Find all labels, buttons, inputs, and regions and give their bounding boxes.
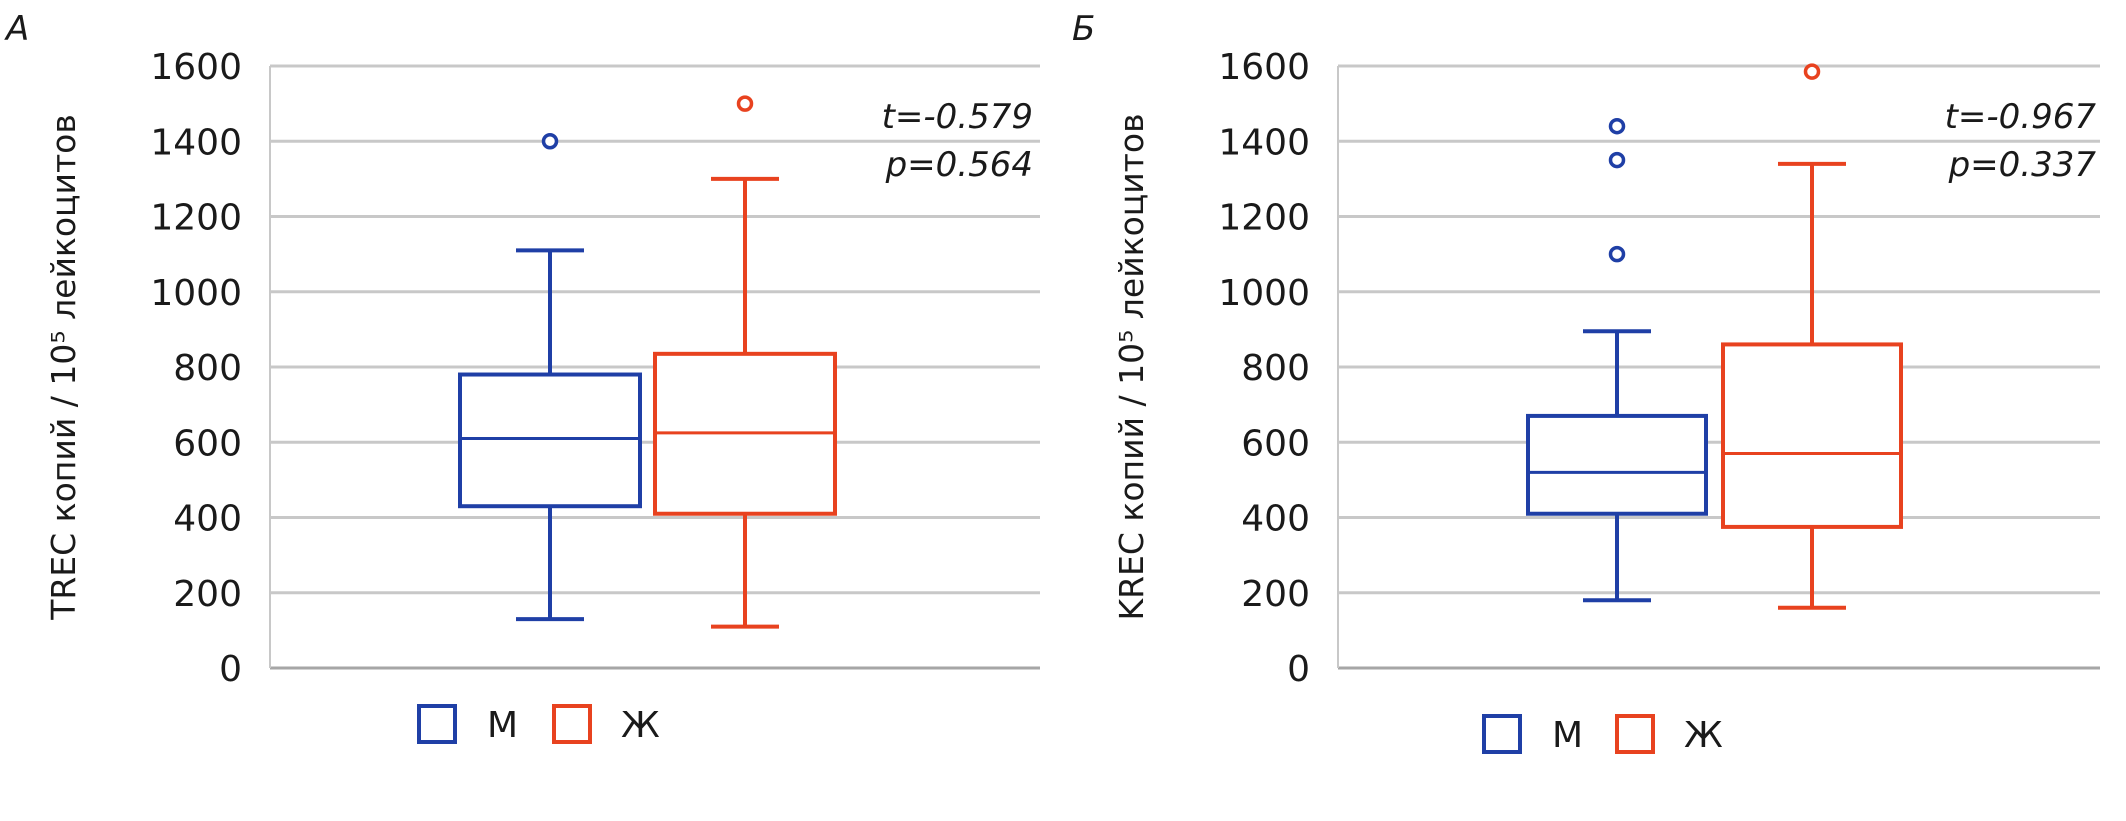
- legend-label: Ж: [1684, 715, 1723, 756]
- box-series-male: [1526, 117, 1708, 603]
- outlier-point: [1608, 151, 1626, 169]
- y-tick-label: 1000: [1218, 273, 1310, 314]
- y-tick-label: 600: [1241, 423, 1310, 464]
- y-axis-label: TREC копий / 10⁵ лейкоцитов: [44, 114, 83, 621]
- y-tick-label: 200: [173, 574, 242, 615]
- legend-swatch: [1482, 714, 1522, 754]
- chart-panel-krec: Б 0 200 400 600 800 1000 1200 1400 1600 KREC копий…: [1072, 9, 2100, 756]
- box-series-female: [1721, 63, 1903, 610]
- y-tick-label: 1400: [150, 122, 242, 163]
- y-tick-label: 800: [173, 348, 242, 389]
- stat-p: p=0.337: [1948, 145, 2097, 185]
- box-iqr: [458, 372, 642, 509]
- stat-p: p=0.564: [885, 145, 1033, 185]
- y-tick-label: 1200: [150, 198, 242, 239]
- outlier-point: [1803, 63, 1821, 80]
- legend-swatch: [552, 704, 592, 744]
- legend-label: Ж: [621, 705, 660, 746]
- y-tick-label: 0: [1287, 649, 1310, 690]
- outlier-point: [736, 95, 754, 112]
- box-series-female: [653, 95, 837, 629]
- stat-t: t=-0.579: [882, 97, 1033, 137]
- outlier-point: [1608, 245, 1626, 263]
- legend-swatch: [1615, 714, 1655, 754]
- panel-label: Б: [1072, 9, 1095, 49]
- legend-label: М: [1552, 715, 1583, 756]
- chart-panel-trec: А 0 200 400 600 800 1000 1200 1400 1600 TREC копий…: [4, 9, 1040, 746]
- y-tick-label: 1000: [150, 273, 242, 314]
- box-iqr: [1526, 413, 1708, 516]
- y-tick-label: 0: [219, 649, 242, 690]
- legend-swatch: [417, 704, 457, 744]
- y-tick-label: 600: [173, 423, 242, 464]
- outlier-point: [541, 133, 559, 150]
- outlier-point: [1608, 117, 1626, 135]
- y-tick-label: 200: [1241, 574, 1310, 615]
- y-axis-label: KREC копий / 10⁵ лейкоцитов: [1112, 113, 1151, 620]
- panel-label: А: [4, 9, 29, 49]
- stat-t: t=-0.967: [1945, 97, 2097, 137]
- y-tick-label: 400: [173, 499, 242, 540]
- y-tick-label: 1600: [150, 47, 242, 88]
- y-tick-label: 1400: [1218, 122, 1310, 163]
- box-series-male: [458, 133, 642, 622]
- y-tick-label: 400: [1241, 499, 1310, 540]
- y-tick-label: 1600: [1218, 47, 1310, 88]
- legend-label: М: [487, 705, 518, 746]
- box-iqr: [1721, 342, 1903, 529]
- y-tick-label: 1200: [1218, 198, 1310, 239]
- y-tick-label: 800: [1241, 348, 1310, 389]
